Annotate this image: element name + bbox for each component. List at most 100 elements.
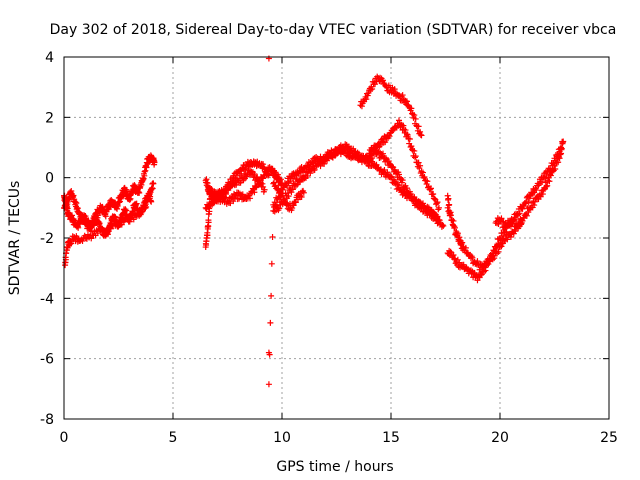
data-point: [267, 319, 274, 326]
y-tick-label: -2: [40, 231, 54, 247]
data-point: [557, 151, 564, 158]
data-point: [70, 192, 77, 199]
data-point: [107, 203, 114, 210]
data-point: [434, 213, 441, 220]
data-point: [382, 139, 389, 146]
data-point: [251, 170, 258, 177]
data-point: [116, 198, 123, 205]
data-point: [139, 208, 146, 215]
data-point: [419, 200, 426, 207]
data-point: [498, 243, 505, 250]
data-point: [412, 115, 419, 122]
data-point: [518, 219, 525, 226]
data-point: [404, 131, 411, 138]
data-point: [411, 147, 418, 154]
data-point: [294, 181, 301, 188]
data-point: [415, 159, 422, 166]
data-point: [63, 204, 70, 211]
data-point: [130, 216, 137, 223]
data-point: [385, 158, 392, 165]
data-point: [523, 212, 530, 219]
data-point: [94, 230, 101, 237]
data-point: [418, 132, 425, 139]
data-point: [254, 174, 261, 181]
x-tick-label: 5: [169, 430, 178, 446]
y-tick-label: 4: [45, 50, 54, 66]
data-point: [389, 163, 396, 170]
data-point: [203, 176, 210, 183]
data-point: [406, 135, 413, 142]
data-point: [391, 86, 398, 93]
data-point: [558, 150, 565, 157]
data-point: [358, 103, 365, 110]
data-point: [451, 255, 458, 262]
data-point: [395, 171, 402, 178]
data-point: [251, 189, 258, 196]
x-axis-label: GPS time / hours: [276, 459, 393, 475]
data-point: [230, 198, 237, 205]
data-point: [556, 155, 563, 162]
data-point: [445, 195, 452, 202]
data-point: [279, 190, 286, 197]
data-point: [68, 212, 75, 219]
data-point: [469, 254, 476, 261]
data-point: [435, 204, 442, 211]
data-point: [399, 92, 406, 99]
data-point: [451, 223, 458, 230]
data-point: [400, 122, 407, 129]
data-point: [386, 133, 393, 140]
data-point: [459, 247, 466, 254]
data-point: [444, 204, 451, 211]
data-point: [380, 150, 387, 157]
data-point: [275, 185, 282, 192]
data-point: [88, 235, 95, 242]
data-point: [133, 200, 140, 207]
data-point: [149, 185, 156, 192]
data-point: [504, 236, 511, 243]
data-point: [419, 169, 426, 176]
data-point: [512, 228, 519, 235]
data-point: [447, 212, 454, 219]
data-point: [474, 258, 481, 265]
data-point: [136, 189, 143, 196]
data-point: [103, 230, 110, 237]
data-point: [403, 185, 410, 192]
data-point: [300, 168, 307, 175]
data-point: [367, 152, 374, 159]
chart-title: Day 302 of 2018, Sidereal Day-to-day VTE…: [50, 22, 617, 38]
data-point: [457, 241, 464, 248]
data-point: [403, 98, 410, 105]
x-tick-label: 25: [600, 430, 618, 446]
data-point: [446, 210, 453, 217]
data-point: [281, 196, 288, 203]
data-point: [272, 182, 279, 189]
data-point: [384, 169, 391, 176]
data-point: [433, 200, 440, 207]
plot-frame: [63, 56, 610, 420]
data-point: [363, 96, 370, 103]
data-point: [222, 189, 229, 196]
grid-lines: [64, 57, 609, 419]
data-point: [79, 237, 86, 244]
data-point: [403, 131, 410, 138]
data-point: [408, 143, 415, 150]
data-point: [435, 217, 442, 224]
data-point: [294, 196, 301, 203]
data-point: [446, 201, 453, 208]
data-point: [290, 202, 297, 209]
data-point: [284, 190, 291, 197]
data-point: [551, 163, 558, 170]
data-point: [365, 90, 372, 97]
data-point: [304, 172, 311, 179]
data-point: [300, 189, 307, 196]
data-point: [395, 182, 402, 189]
data-point: [259, 180, 266, 187]
data-point: [544, 182, 551, 189]
data-point: [206, 208, 213, 215]
data-point: [511, 216, 518, 223]
data-point: [560, 138, 567, 145]
data-point: [425, 204, 432, 211]
data-point: [546, 178, 553, 185]
